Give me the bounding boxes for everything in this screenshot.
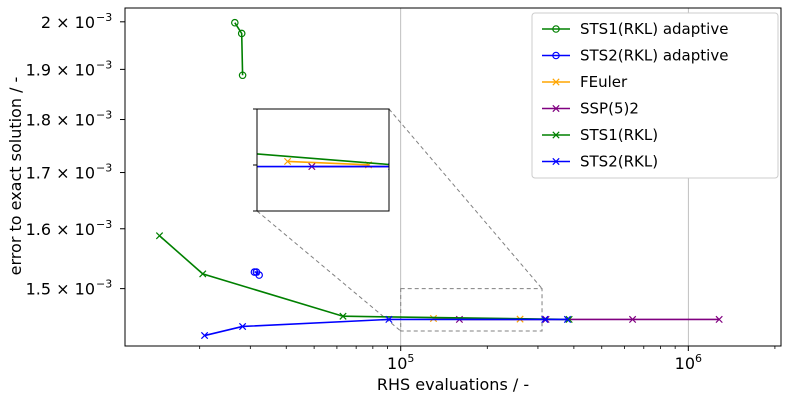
legend-label: FEuler <box>580 73 628 91</box>
inset-plot <box>257 153 389 171</box>
data-point <box>155 232 164 240</box>
y-tick-exponent: −3 <box>96 278 112 291</box>
y-tick-exponent: −3 <box>96 58 112 71</box>
y-tick-exponent: −3 <box>96 218 112 231</box>
data-point <box>563 315 572 324</box>
data-series <box>155 232 573 324</box>
data-series <box>200 315 572 340</box>
zoom-connector-line <box>388 108 543 289</box>
y-tick-exponent: −3 <box>96 162 112 175</box>
legend-marker <box>552 157 560 166</box>
zoom-connector-line <box>256 210 402 332</box>
data-point <box>255 271 263 279</box>
legend-label: STS1(RKL) adaptive <box>580 20 728 38</box>
data-point <box>541 315 549 324</box>
data-point <box>237 29 246 38</box>
inset-line <box>287 160 369 166</box>
inset-background <box>257 109 389 211</box>
data-line <box>158 235 570 321</box>
plot-frame <box>124 7 782 347</box>
data-point <box>385 315 393 324</box>
y-tick-label: 2 × 10 <box>41 13 95 32</box>
legend-label: SSP(5)2 <box>580 100 639 118</box>
legend-label: STS2(RKL) adaptive <box>580 47 728 65</box>
data-series <box>231 18 247 80</box>
legend-marker <box>552 131 560 139</box>
y-tick-label: 1.5 × 10 <box>26 280 95 299</box>
data-point <box>200 331 209 340</box>
data-point <box>339 312 347 320</box>
y-tick-label: 1.7 × 10 <box>26 164 95 183</box>
data-point <box>238 322 247 331</box>
legend-label: STS1(RKL) <box>580 126 658 144</box>
legend-box <box>531 12 779 179</box>
inset-line <box>257 153 389 166</box>
legend-label: STS2(RKL) <box>580 153 658 171</box>
y-axis-title: error to exact solution / - <box>6 77 25 276</box>
y-tick-exponent: −3 <box>96 11 112 24</box>
legend-marker <box>552 25 560 33</box>
data-point <box>565 315 573 324</box>
zoom-region-box <box>400 288 543 332</box>
legend-marker <box>552 78 560 86</box>
data-point <box>238 71 247 80</box>
x-axis-title: RHS evaluations / - <box>377 375 529 394</box>
legend-marker <box>552 104 560 113</box>
inset-frame <box>256 108 390 212</box>
legend-marker <box>552 51 560 60</box>
data-point <box>628 315 637 324</box>
legend: STS1(RKL) adaptive STS2(RKL) adaptive FEul… <box>531 12 779 179</box>
data-point <box>429 314 438 323</box>
data-point <box>199 270 207 278</box>
data-line <box>234 22 244 76</box>
y-tick-label: 1.9 × 10 <box>26 60 95 79</box>
data-point <box>715 315 723 324</box>
y-tick-label: 1.8 × 10 <box>26 111 95 130</box>
y-tick-exponent: −3 <box>96 109 112 122</box>
data-series <box>250 268 263 279</box>
inset-series <box>257 153 389 166</box>
y-tick-label: 1.6 × 10 <box>26 220 95 239</box>
data-line <box>254 271 260 276</box>
inset-point <box>283 157 292 166</box>
data-point <box>231 18 239 27</box>
